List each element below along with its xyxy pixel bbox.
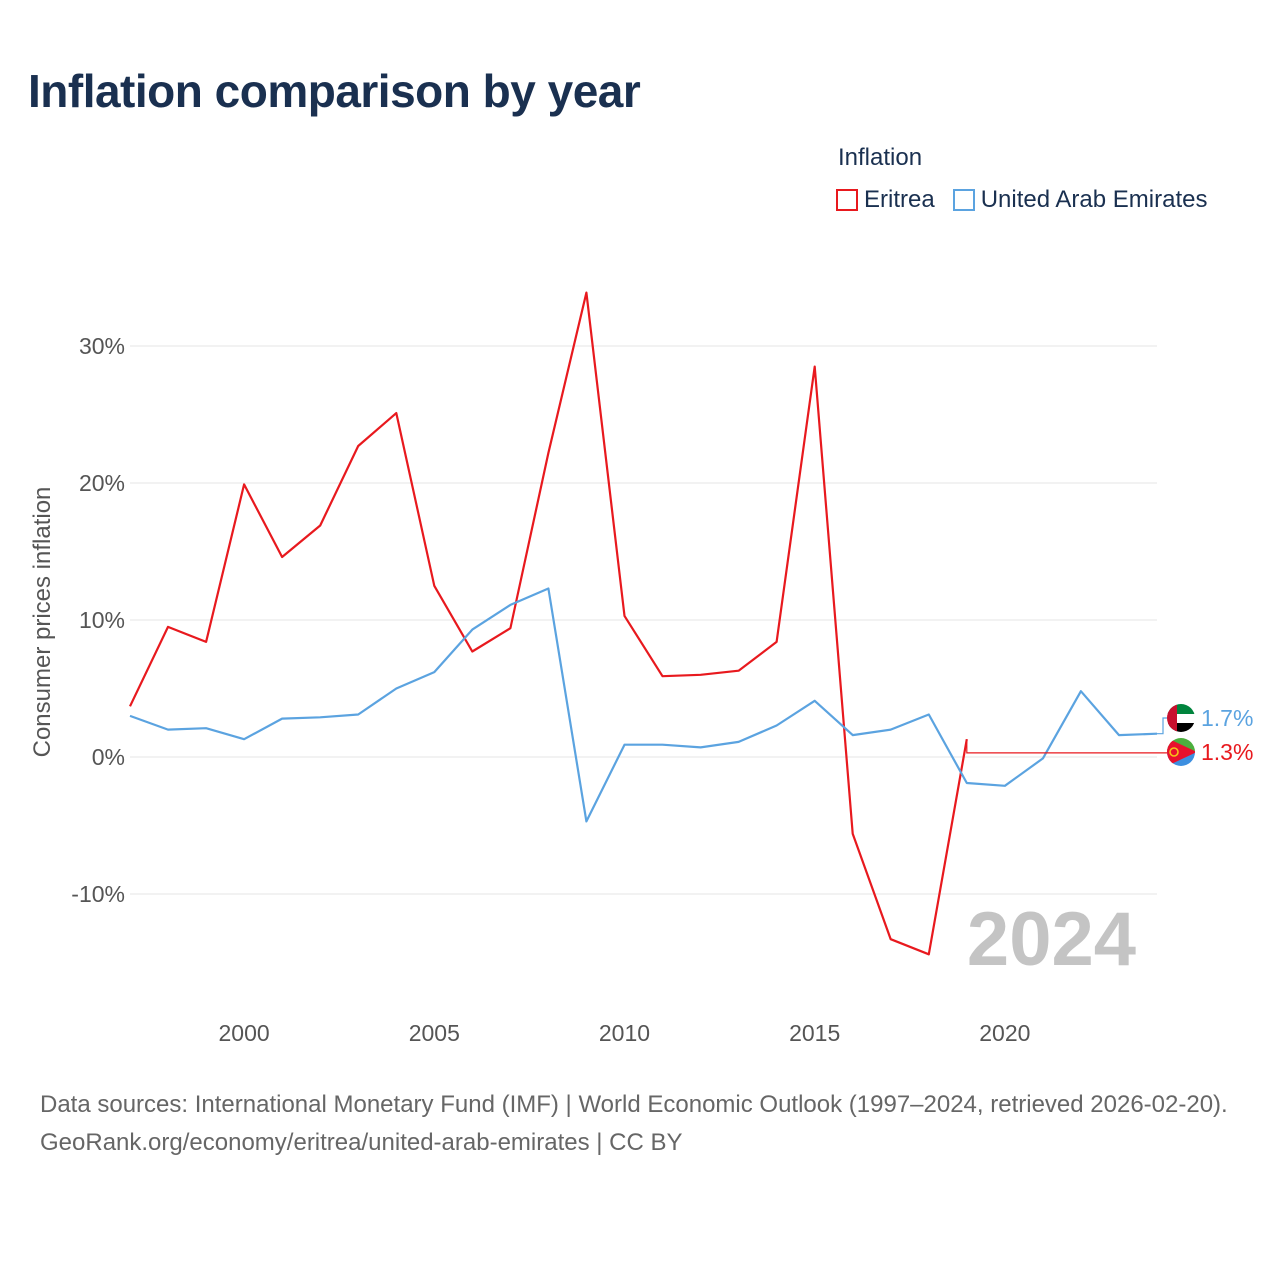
legend-item-uae[interactable]: United Arab Emirates — [952, 186, 1208, 214]
y-tick-label: 30% — [79, 333, 125, 359]
legend-swatch-uae — [952, 189, 975, 211]
x-tick-label: 2000 — [219, 1020, 270, 1046]
y-tick-label: 10% — [79, 607, 125, 633]
legend-swatch-eritrea — [836, 189, 858, 211]
legend-label-eritrea: Eritrea — [864, 186, 935, 213]
line-chart: -10% 0% 10% 20% 30% 2000 2005 2010 2015 2020 Con… — [29, 291, 1253, 1046]
eritrea-end-value: 1.3% — [1201, 739, 1253, 765]
uae-end-value: 1.7% — [1201, 705, 1253, 731]
eritrea-flag-icon — [1167, 738, 1195, 766]
legend: Eritrea United Arab Emirates — [836, 186, 1207, 214]
x-tick-label: 2005 — [409, 1020, 460, 1046]
eritrea-end-connector — [966, 739, 1167, 754]
x-tick-label: 2015 — [789, 1020, 840, 1046]
series-line-eritrea[interactable] — [129, 291, 968, 956]
data-sources: Data sources: International Monetary Fun… — [40, 1091, 1228, 1118]
year-watermark: 2024 — [967, 897, 1136, 982]
x-tick-label: 2010 — [599, 1020, 650, 1046]
uae-flag-icon — [1167, 704, 1195, 732]
footer: Data sources: International Monetary Fun… — [40, 1086, 1250, 1162]
credit-link[interactable]: GeoRank.org/economy/eritrea/united-arab-… — [40, 1129, 683, 1156]
legend-label-uae: United Arab Emirates — [980, 186, 1208, 213]
x-tick-label: 2020 — [979, 1020, 1030, 1046]
y-tick-label: 20% — [79, 470, 125, 496]
y-tick-label: -10% — [71, 881, 125, 907]
chart-title: Inflation comparison by year — [28, 65, 641, 117]
y-axis-label: Consumer prices inflation — [29, 487, 56, 758]
legend-item-eritrea[interactable]: Eritrea — [836, 186, 935, 214]
uae-end-connector — [1157, 717, 1167, 735]
series-line-uae[interactable] — [129, 587, 1158, 823]
legend-title: Inflation — [838, 144, 923, 171]
y-tick-label: 0% — [92, 744, 125, 770]
